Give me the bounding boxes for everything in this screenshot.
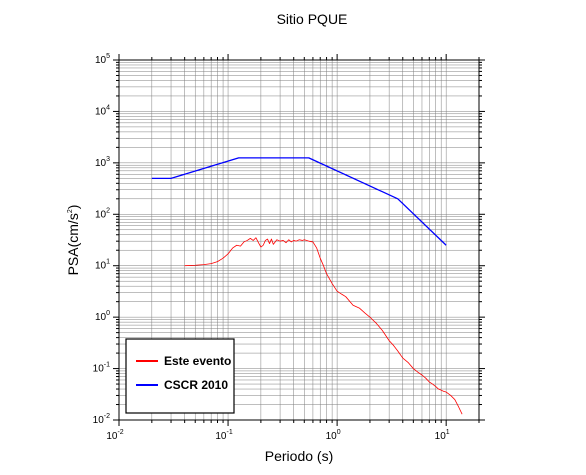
y-tick-label: 101	[95, 259, 110, 272]
x-tick-label: 10-1	[215, 429, 232, 442]
y-tick-label: 10-1	[93, 362, 110, 375]
x-tick-labels: 10-2 10-1 100 101	[106, 429, 449, 442]
y-tick-label: 10-2	[93, 413, 110, 426]
y-tick-label: 104	[95, 104, 110, 117]
grid	[118, 59, 480, 421]
legend-box	[125, 338, 235, 414]
axis-ticks	[113, 54, 485, 426]
legend-label-este-evento: Este evento	[164, 354, 231, 368]
x-tick-label: 10-2	[106, 429, 123, 442]
plot-series	[151, 157, 463, 415]
legend-label-cscr-2010: CSCR 2010	[164, 378, 228, 392]
y-tick-label: 105	[95, 53, 110, 66]
y-tick-label: 100	[95, 310, 110, 323]
x-tick-label: 101	[435, 429, 450, 442]
y-axis-label: PSA(cm/s2)	[65, 205, 81, 276]
chart-title: Sitio PQUE	[277, 11, 348, 27]
y-tick-label: 103	[95, 156, 110, 169]
series-line-este-evento	[184, 237, 463, 415]
x-axis-label: Periodo (s)	[265, 448, 333, 464]
y-tick-label: 102	[95, 207, 110, 220]
series-line-cscr-2010	[151, 157, 447, 246]
plot-frame	[118, 59, 480, 421]
legend: Este evento CSCR 2010	[125, 338, 235, 414]
y-tick-labels: 10-2 10-1 100 101 102 103 104 105	[93, 53, 110, 426]
x-tick-label: 100	[326, 429, 341, 442]
